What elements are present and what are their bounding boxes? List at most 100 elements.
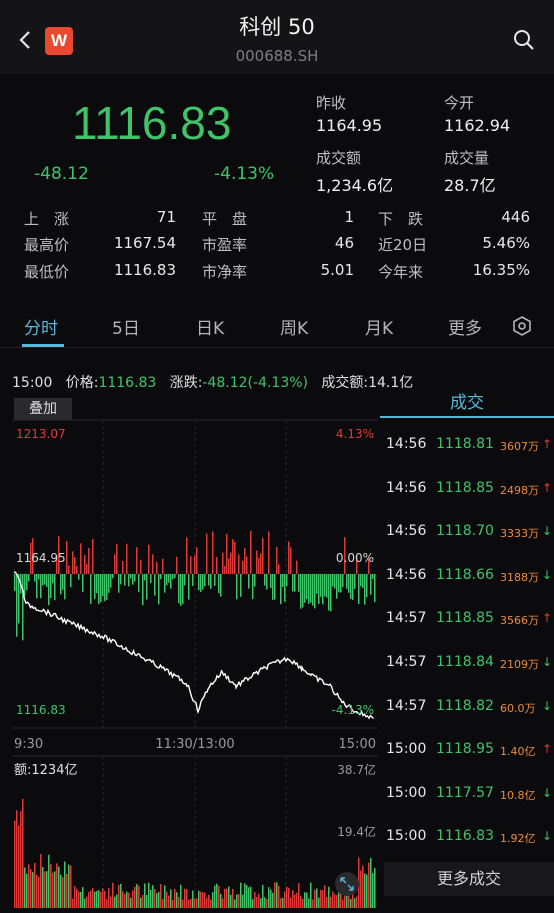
crosshair-info: 15:00 价格:1116.83 涨跌:-48.12(-4.13%) 成交额:1… <box>12 372 413 392</box>
volume-bar <box>224 888 226 908</box>
volume-bar <box>156 893 158 908</box>
breadth-bar <box>298 574 300 592</box>
stat-value: 5.46% <box>482 234 530 252</box>
volume-bar <box>48 854 50 908</box>
trade-time: 14:57 <box>386 610 427 627</box>
fullscreen-icon[interactable] <box>335 872 359 896</box>
volume-bar <box>236 894 238 908</box>
breadth-bar <box>230 552 232 574</box>
volume-bar <box>28 864 30 908</box>
tab-daily-k[interactable]: 日K <box>196 319 225 339</box>
trade-row: 14:56 1118.66 3188万 ↓ <box>380 567 554 589</box>
breadth-bar <box>34 574 36 582</box>
volume-bar <box>168 895 170 908</box>
breadth-bar <box>50 574 52 599</box>
trades-title[interactable]: 成交 <box>380 388 554 418</box>
volume-bar <box>130 897 132 908</box>
volume-bar <box>122 891 124 908</box>
volume-bar <box>328 886 330 908</box>
volume-bar <box>218 885 220 908</box>
volume-bar <box>196 898 198 908</box>
breadth-bar <box>70 574 72 588</box>
stat-value: 16.35% <box>472 261 530 279</box>
back-arrow-icon[interactable] <box>14 28 38 52</box>
volume-bar <box>270 889 272 908</box>
app-logo[interactable]: W <box>45 27 73 55</box>
settings-hexagon-icon[interactable] <box>512 316 532 336</box>
breadth-bar <box>266 574 268 590</box>
trade-row: 14:57 1118.85 3566万 ↑ <box>380 610 554 632</box>
search-icon[interactable] <box>512 28 536 52</box>
volume-bar <box>290 897 292 908</box>
tab-monthly-k[interactable]: 月K <box>365 319 394 339</box>
breadth-bar <box>294 574 296 592</box>
breadth-bar <box>296 560 298 574</box>
breadth-bar <box>300 574 302 609</box>
breadth-bar <box>180 574 182 606</box>
breadth-bar <box>116 543 118 574</box>
tab-5day[interactable]: 5日 <box>112 319 140 339</box>
breadth-bar <box>308 574 310 605</box>
volume-bar <box>44 871 46 908</box>
volume-bar <box>40 854 42 908</box>
volume-bar <box>104 890 106 908</box>
tab-intraday[interactable]: 分时 <box>24 319 58 339</box>
stat-value: 446 <box>501 208 530 226</box>
stat-label: 市盈率 <box>202 236 248 254</box>
volume-bar <box>132 890 134 908</box>
breadth-bar <box>362 574 364 588</box>
tab-more[interactable]: 更多 <box>448 319 482 339</box>
trade-volume: 3607万 <box>500 440 539 453</box>
breadth-bar <box>112 574 114 579</box>
stat-label: 市净率 <box>202 263 248 281</box>
breadth-bar <box>82 574 84 592</box>
trade-row: 15:00 1116.83 1.92亿 ↓ <box>380 828 554 850</box>
volume-label: 成交量 <box>444 149 490 167</box>
breadth-bar <box>366 574 368 598</box>
volume-bar <box>370 857 372 908</box>
volume-bar <box>334 894 336 908</box>
breadth-bar <box>56 555 58 574</box>
volume-bar <box>314 889 316 908</box>
volume-bar <box>230 894 232 908</box>
breadth-bar <box>92 539 94 574</box>
info-chg: -48.12(-4.13%) <box>202 375 309 391</box>
volume-bar <box>226 888 228 908</box>
trade-volume: 2498万 <box>500 483 539 497</box>
tab-weekly-k[interactable]: 周K <box>280 319 309 339</box>
breadth-bar <box>174 574 176 579</box>
intraday-chart[interactable]: 1213.07 4.13% 1164.95 0.00% 1116.83 -4.1… <box>12 396 378 912</box>
volume-bar <box>288 887 290 908</box>
volume-bar <box>110 896 112 908</box>
volume-bar <box>340 893 342 908</box>
breadth-bar <box>96 574 98 594</box>
stat-value: 1116.83 <box>113 261 176 279</box>
volume-bar <box>78 891 80 908</box>
breadth-bar <box>202 574 204 590</box>
volume-bar <box>86 896 88 908</box>
volume-bar <box>94 891 96 908</box>
breadth-bar <box>194 555 196 574</box>
breadth-bar <box>260 553 262 574</box>
trade-volume: 3333万 <box>500 527 539 541</box>
vol-total-label: 额:1234亿 <box>14 763 77 778</box>
more-trades-button[interactable]: 更多成交 <box>384 862 554 896</box>
volume-bar <box>188 899 190 908</box>
arrow-up-icon: ↑ <box>542 611 553 626</box>
breadth-bar <box>124 574 126 586</box>
breadth-bar <box>364 574 366 605</box>
trade-row: 15:00 1118.95 1.40亿 ↑ <box>380 741 554 763</box>
overlay-button[interactable]: 叠加 <box>14 398 72 420</box>
breadth-bar <box>186 537 188 574</box>
breadth-bar <box>234 541 236 574</box>
volume-bar <box>52 872 54 908</box>
breadth-bar <box>142 574 144 606</box>
breadth-bar <box>182 574 184 605</box>
volume-bar <box>302 898 304 908</box>
breadth-bar <box>220 574 222 597</box>
breadth-bar <box>344 537 346 574</box>
breadth-bar <box>264 574 266 586</box>
breadth-bar <box>324 574 326 597</box>
volume-bar <box>250 886 252 908</box>
volume-bar <box>202 892 204 908</box>
